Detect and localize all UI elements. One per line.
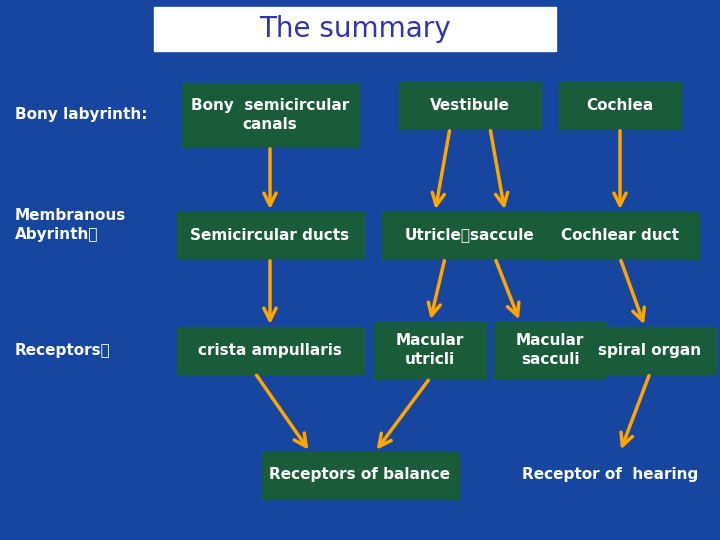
Text: Cochlea: Cochlea xyxy=(586,98,654,112)
FancyBboxPatch shape xyxy=(541,212,698,259)
Text: spiral organ: spiral organ xyxy=(598,342,701,357)
Text: Cochlear duct: Cochlear duct xyxy=(561,227,679,242)
Text: Macular
utricli: Macular utricli xyxy=(396,333,464,367)
Text: Macular
sacculi: Macular sacculi xyxy=(516,333,584,367)
FancyBboxPatch shape xyxy=(399,82,541,129)
Text: Semicircular ducts: Semicircular ducts xyxy=(190,227,350,242)
FancyBboxPatch shape xyxy=(559,82,681,129)
Text: Receptor of  hearing: Receptor of hearing xyxy=(522,468,698,483)
Text: Receptors：: Receptors： xyxy=(15,342,111,357)
FancyBboxPatch shape xyxy=(584,327,716,374)
Text: Bony  semicircular
canals: Bony semicircular canals xyxy=(191,98,349,132)
FancyBboxPatch shape xyxy=(176,212,364,259)
Text: The summary: The summary xyxy=(259,15,451,43)
FancyBboxPatch shape xyxy=(261,451,459,498)
FancyBboxPatch shape xyxy=(181,83,359,147)
Text: Receptors of balance: Receptors of balance xyxy=(269,468,451,483)
FancyBboxPatch shape xyxy=(176,327,364,374)
Text: Utricle、saccule: Utricle、saccule xyxy=(405,227,535,242)
FancyBboxPatch shape xyxy=(374,321,486,379)
FancyBboxPatch shape xyxy=(154,7,556,51)
Text: Bony labyrinth:: Bony labyrinth: xyxy=(15,107,148,123)
Text: crista ampullaris: crista ampullaris xyxy=(198,342,342,357)
FancyBboxPatch shape xyxy=(382,212,559,259)
FancyBboxPatch shape xyxy=(494,321,606,379)
Text: Vestibule: Vestibule xyxy=(430,98,510,112)
Text: Membranous
Abyrinth：: Membranous Abyrinth： xyxy=(15,208,126,242)
